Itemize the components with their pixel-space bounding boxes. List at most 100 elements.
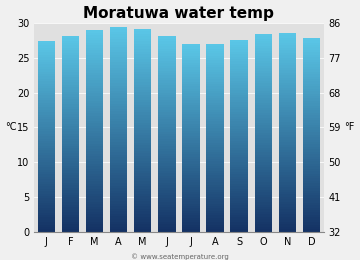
Bar (206, 168, 224, 171)
Bar (279, 75, 296, 77)
Bar (279, 155, 296, 157)
Bar (255, 140, 272, 142)
Bar (279, 192, 296, 194)
Bar (134, 161, 152, 163)
Bar (230, 69, 248, 71)
Bar (86, 96, 103, 98)
Bar (303, 55, 320, 57)
Bar (62, 85, 79, 87)
Bar (182, 82, 200, 84)
Bar (182, 112, 200, 114)
Bar (86, 131, 103, 133)
Bar (255, 195, 272, 197)
Bar (86, 45, 103, 48)
Bar (182, 199, 200, 201)
Bar (134, 178, 152, 181)
Bar (206, 211, 224, 213)
Bar (230, 213, 248, 215)
Bar (230, 138, 248, 141)
Bar (86, 224, 103, 227)
Bar (110, 75, 127, 78)
Bar (37, 155, 55, 158)
Title: Moratuwa water temp: Moratuwa water temp (84, 5, 274, 21)
Bar (134, 173, 152, 176)
Bar (86, 204, 103, 206)
Bar (255, 222, 272, 224)
Bar (230, 81, 248, 83)
Bar (303, 140, 320, 142)
Text: © www.seatemperature.org: © www.seatemperature.org (131, 253, 229, 260)
Bar (255, 95, 272, 98)
Bar (279, 33, 296, 35)
Bar (62, 50, 79, 53)
Bar (110, 88, 127, 91)
Bar (206, 166, 224, 168)
Bar (37, 205, 55, 208)
Bar (279, 199, 296, 202)
Bar (62, 210, 79, 212)
Bar (134, 107, 152, 110)
Bar (134, 36, 152, 39)
Bar (158, 193, 176, 195)
Bar (37, 76, 55, 79)
Bar (86, 65, 103, 68)
Bar (86, 118, 103, 121)
Bar (279, 98, 296, 100)
Bar (158, 132, 176, 134)
Bar (206, 227, 224, 229)
Bar (303, 101, 320, 103)
Bar (279, 135, 296, 137)
Bar (182, 117, 200, 119)
Bar (86, 60, 103, 63)
Bar (279, 132, 296, 135)
Bar (206, 72, 224, 75)
Bar (279, 137, 296, 140)
Bar (37, 165, 55, 167)
Bar (110, 47, 127, 50)
Bar (158, 51, 176, 53)
Bar (37, 220, 55, 222)
Bar (86, 126, 103, 128)
Bar (37, 107, 55, 110)
Bar (206, 147, 224, 150)
Bar (303, 217, 320, 220)
Bar (206, 84, 224, 86)
Bar (255, 138, 272, 140)
Bar (230, 54, 248, 57)
Bar (303, 81, 320, 84)
Bar (255, 197, 272, 200)
Bar (134, 206, 152, 209)
Bar (182, 56, 200, 58)
Bar (279, 209, 296, 212)
Bar (303, 227, 320, 229)
Bar (158, 93, 176, 95)
Bar (279, 70, 296, 73)
Bar (255, 43, 272, 46)
Bar (206, 183, 224, 185)
Bar (279, 85, 296, 88)
Bar (37, 122, 55, 124)
Bar (303, 115, 320, 118)
Bar (37, 124, 55, 127)
Bar (206, 197, 224, 199)
Bar (110, 155, 127, 157)
Bar (62, 114, 79, 116)
Bar (279, 43, 296, 45)
Bar (62, 46, 79, 48)
Bar (230, 200, 248, 203)
Bar (37, 136, 55, 139)
Bar (230, 57, 248, 59)
Bar (303, 164, 320, 166)
Bar (230, 73, 248, 76)
Bar (230, 177, 248, 179)
Bar (303, 181, 320, 183)
Bar (182, 100, 200, 103)
Bar (110, 168, 127, 170)
Bar (62, 185, 79, 188)
Bar (37, 229, 55, 232)
Bar (303, 76, 320, 79)
Bar (62, 207, 79, 210)
Bar (37, 127, 55, 129)
Bar (206, 225, 224, 227)
Bar (37, 60, 55, 62)
